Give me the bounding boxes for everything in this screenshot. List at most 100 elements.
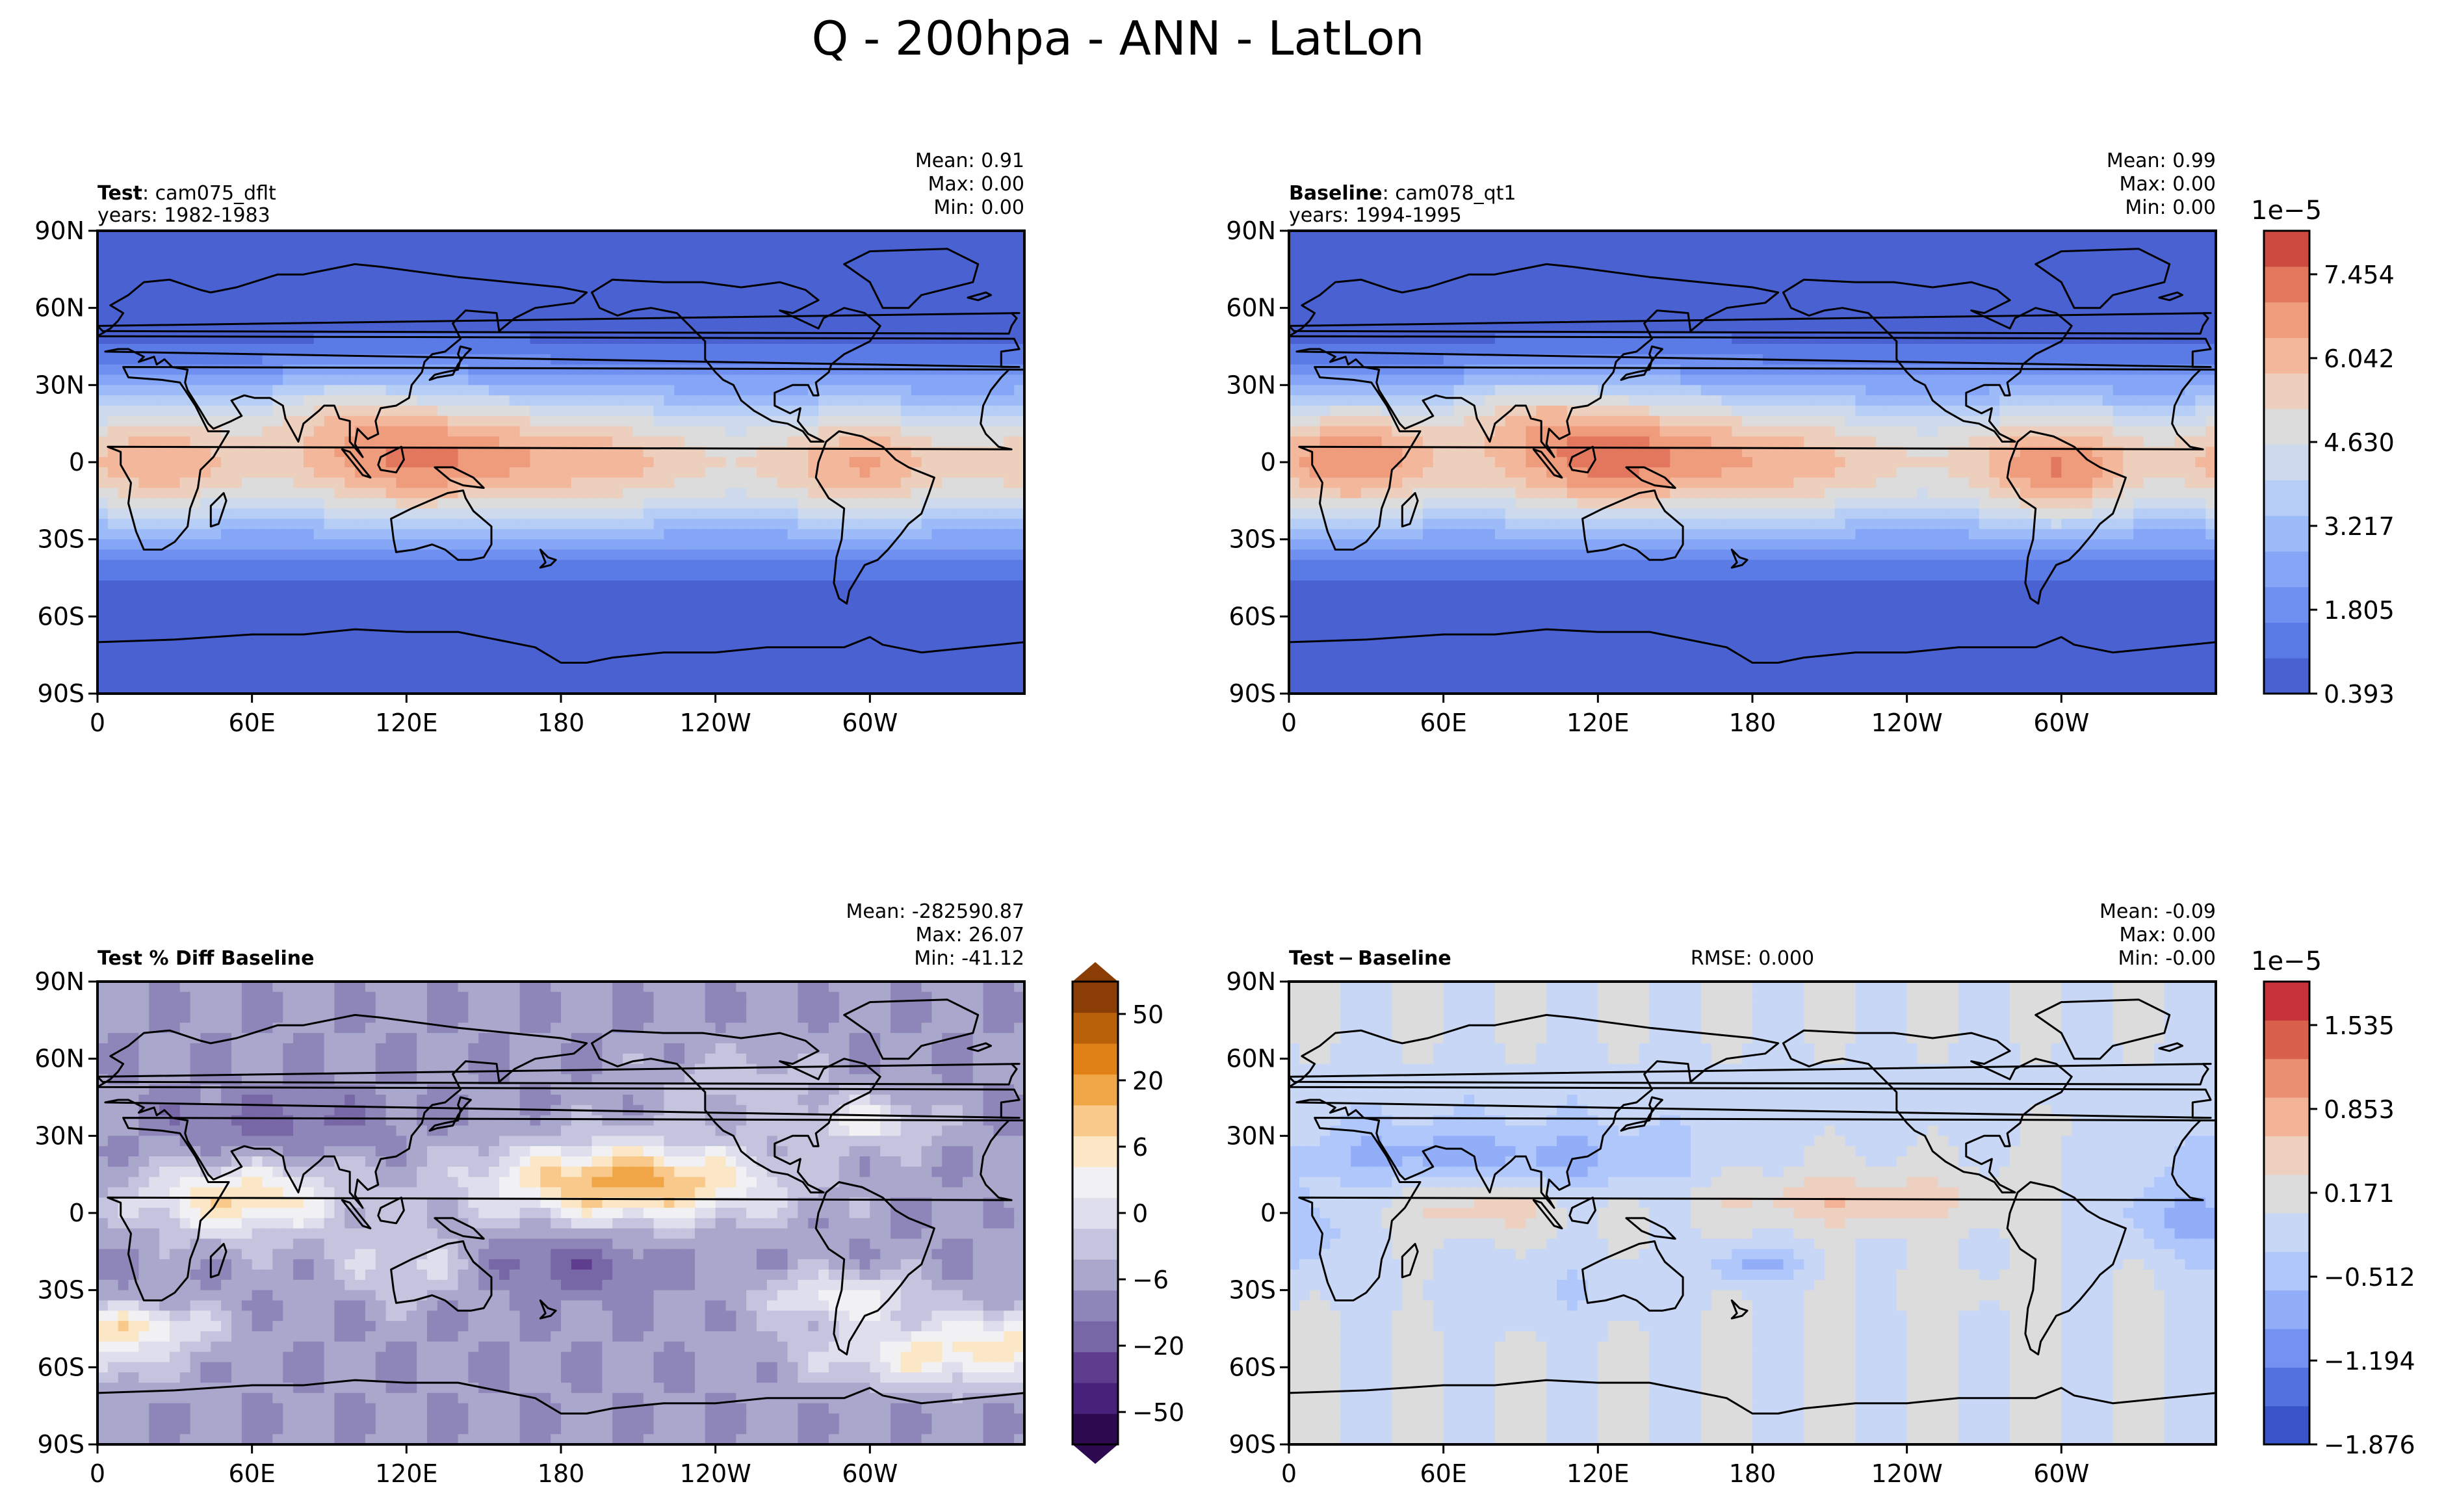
field-cell xyxy=(138,385,150,396)
field-cell xyxy=(993,652,1005,664)
field-cell xyxy=(684,477,696,489)
field-cell xyxy=(417,590,428,602)
field-cell xyxy=(674,467,685,478)
field-cell xyxy=(540,364,551,376)
field-cell xyxy=(169,282,181,293)
field-cell xyxy=(870,261,881,273)
field-cell xyxy=(355,488,366,499)
field-cell xyxy=(870,528,881,540)
field-cell xyxy=(705,611,716,623)
field-cell xyxy=(581,282,593,293)
field-cell xyxy=(1886,272,1897,283)
field-cell xyxy=(2020,292,2031,304)
field-cell xyxy=(385,673,397,684)
field-cell xyxy=(1752,302,1763,314)
field-cell xyxy=(385,652,397,664)
field-cell xyxy=(561,488,572,499)
field-cell xyxy=(478,528,489,540)
field-cell xyxy=(962,467,974,478)
field-cell xyxy=(385,261,397,273)
field-cell xyxy=(489,395,500,406)
field-cell xyxy=(262,374,274,386)
field-cell xyxy=(509,621,521,632)
field-cell xyxy=(1938,241,1949,252)
field-cell xyxy=(942,261,953,273)
field-cell xyxy=(179,549,191,561)
field-cell xyxy=(798,611,809,623)
field-cell xyxy=(530,519,541,530)
field-cell xyxy=(623,498,634,509)
field-cell xyxy=(808,405,819,417)
field-cell xyxy=(798,374,809,386)
field-cell xyxy=(571,488,582,499)
field-cell xyxy=(1700,272,1712,283)
field-cell xyxy=(664,601,675,612)
field-cell xyxy=(406,231,417,242)
field-cell xyxy=(725,621,737,632)
field-cell xyxy=(715,652,727,664)
field-cell xyxy=(581,477,593,489)
field-cell xyxy=(107,364,119,376)
field-cell xyxy=(2185,313,2196,324)
field-cell xyxy=(859,457,871,468)
field-cell xyxy=(838,528,850,540)
field-cell xyxy=(736,426,747,437)
field-cell xyxy=(2164,251,2176,263)
field-cell xyxy=(725,662,737,674)
field-cell xyxy=(169,405,181,417)
field-cell xyxy=(2123,313,2135,324)
field-cell xyxy=(777,251,788,263)
field-cell xyxy=(447,580,459,592)
field-cell xyxy=(303,642,315,653)
field-cell xyxy=(530,313,541,324)
field-cell xyxy=(468,282,480,293)
field-cell xyxy=(674,662,685,674)
field-cell xyxy=(540,590,551,602)
field-cell xyxy=(828,415,840,427)
field-cell xyxy=(962,241,974,252)
field-cell xyxy=(1742,313,1753,324)
field-cell xyxy=(736,231,747,242)
field-cell xyxy=(890,621,902,632)
field-cell xyxy=(612,333,623,345)
field-cell xyxy=(313,344,325,355)
field-cell xyxy=(365,333,376,345)
field-cell xyxy=(694,673,706,684)
field-cell xyxy=(447,426,459,437)
field-cell xyxy=(1876,231,1887,242)
field-cell xyxy=(602,241,614,252)
field-cell xyxy=(447,436,459,448)
field-cell xyxy=(447,498,459,509)
field-cell xyxy=(499,426,510,437)
field-cell xyxy=(931,292,943,304)
field-cell xyxy=(241,344,253,355)
field-cell xyxy=(653,467,665,478)
field-cell xyxy=(705,231,716,242)
field-cell xyxy=(406,302,417,314)
field-cell xyxy=(519,632,531,643)
field-cell xyxy=(118,632,129,643)
field-cell xyxy=(478,364,489,376)
field-cell xyxy=(293,395,304,406)
field-cell xyxy=(705,508,716,519)
field-cell xyxy=(190,302,202,314)
field-cell xyxy=(766,467,778,478)
field-cell xyxy=(1340,282,1351,293)
field-cell xyxy=(757,570,768,581)
field-cell xyxy=(396,498,408,509)
field-cell xyxy=(107,415,119,427)
field-cell xyxy=(159,333,170,345)
field-cell xyxy=(911,344,922,355)
field-cell xyxy=(138,683,150,694)
field-cell xyxy=(705,436,716,448)
field-cell xyxy=(293,519,304,530)
field-cell xyxy=(190,447,202,458)
field-cell xyxy=(1968,292,1980,304)
field-cell xyxy=(293,601,304,612)
field-cell xyxy=(221,344,232,355)
field-cell xyxy=(159,436,170,448)
field-cell xyxy=(375,528,387,540)
field-cell xyxy=(664,683,675,694)
field-cell xyxy=(241,231,253,242)
field-cell xyxy=(725,652,737,664)
